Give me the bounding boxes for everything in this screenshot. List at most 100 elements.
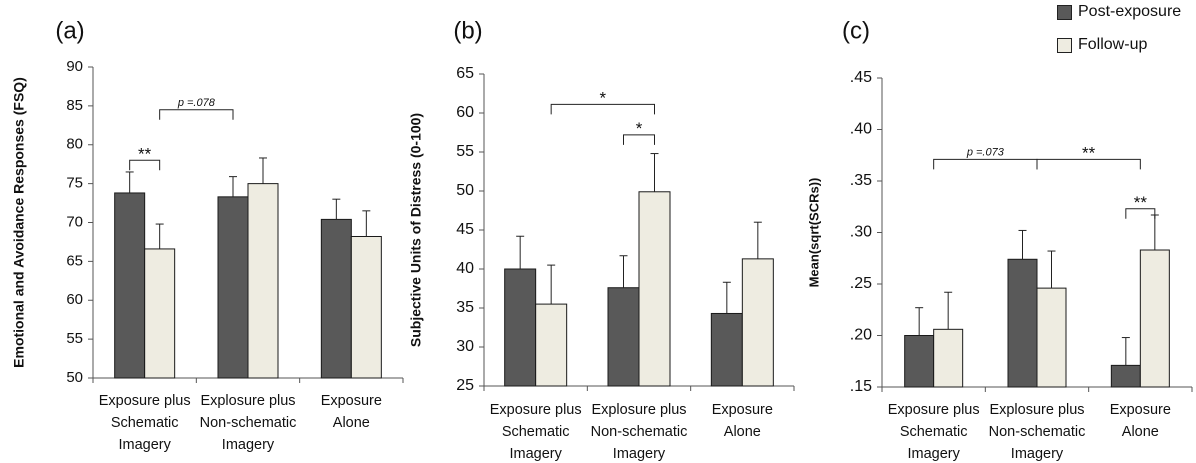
y-tick-label: 65 <box>456 65 474 82</box>
x-category-label-line: Explosure plus <box>200 393 295 409</box>
bar-follow <box>1139 249 1170 388</box>
bar-follow <box>741 258 774 387</box>
significance-bracket <box>623 134 655 145</box>
x-category-label-line: Exposure plus <box>99 393 191 409</box>
y-tick-label: 65 <box>66 252 83 269</box>
y-tick-label: 35 <box>456 299 474 316</box>
legend-swatch-post <box>1057 4 1072 20</box>
x-category-label-line: Non-schematic <box>989 424 1086 440</box>
x-category-label: Exposure Alone <box>712 402 773 440</box>
bar-follow <box>638 191 671 387</box>
y-tick-label: 45 <box>456 221 474 238</box>
x-category-label-line: Exposure <box>321 393 382 409</box>
bar-follow <box>350 235 382 379</box>
x-category-label: Explosure plus Non-schematic Imagery <box>989 402 1086 462</box>
bar-follow <box>247 183 279 379</box>
y-tick-label: 40 <box>456 260 474 277</box>
bar-follow <box>933 328 964 388</box>
bar-post <box>320 218 352 379</box>
x-category-label-line: Alone <box>724 424 761 440</box>
x-category-label: Explosure plus Non-schematic Imagery <box>591 402 688 462</box>
y-tick-label: .45 <box>850 69 872 86</box>
legend-item-post: Post-exposure <box>1057 3 1181 21</box>
x-category-label-line: Exposure plus <box>888 402 980 418</box>
x-category-label: Exposure plus Schematic Imagery <box>99 393 191 453</box>
x-category-label-line: Non-schematic <box>200 415 297 431</box>
bar-post <box>217 196 249 379</box>
panel-a: (a) Emotional and Avoidance Responses (FS… <box>11 17 404 453</box>
x-category-label-line: Imagery <box>118 437 171 453</box>
legend-label-follow: Follow-up <box>1078 36 1148 53</box>
y-tick-label: .30 <box>850 224 872 241</box>
significance-label: ** <box>138 144 152 163</box>
significance-bracket <box>933 158 1038 170</box>
y-tick-label: 70 <box>66 213 83 230</box>
y-tick-label: .20 <box>850 327 872 344</box>
significance-label: ** <box>1134 193 1148 212</box>
bar-post <box>607 287 640 387</box>
y-axis-title: Emotional and Avoidance Responses (FSQ) <box>11 77 27 368</box>
significance-label: * <box>600 88 607 107</box>
y-tick-label: .25 <box>850 275 872 292</box>
x-category-label-line: Imagery <box>222 437 275 453</box>
y-tick-label: 55 <box>66 330 83 347</box>
panel-label: (c) <box>842 17 870 44</box>
panel-c: (c) Mean(sqrt(SCRs)) .15 .20 .25 .30 .35 .40 .45… <box>806 17 1193 462</box>
significance-bracket <box>1036 158 1141 170</box>
x-category-label-line: Non-schematic <box>591 424 688 440</box>
significance-bracket <box>129 159 161 171</box>
x-category-label-line: Alone <box>1122 424 1159 440</box>
significance-label: p =.073 <box>966 146 1005 158</box>
x-category-label-line: Explosure plus <box>591 402 686 418</box>
bar-post <box>1110 364 1141 388</box>
bar-follow <box>144 248 176 379</box>
significance-bracket <box>159 109 234 120</box>
x-category-label: Exposure Alone <box>1110 402 1171 440</box>
y-tick-label: .35 <box>850 172 872 189</box>
panel-label: (a) <box>55 17 84 44</box>
bar-post <box>114 192 146 379</box>
y-tick-label: 30 <box>456 338 474 355</box>
significance-bracket <box>550 103 655 115</box>
x-category-label: Explosure plus Non-schematic Imagery <box>200 393 297 453</box>
y-axis-title: Subjective Units of Distress (0-100) <box>408 113 424 347</box>
panel-b: (b) Subjective Units of Distress (0-100) 2… <box>408 17 795 462</box>
x-category-label-line: Imagery <box>509 446 562 462</box>
y-axis-title: Mean(sqrt(SCRs)) <box>806 178 821 288</box>
x-category-label-line: Exposure <box>712 402 773 418</box>
y-tick-label: 25 <box>456 377 474 394</box>
y-tick-label: 60 <box>66 291 83 308</box>
y-tick-label: 75 <box>66 175 83 192</box>
y-tick-label: 50 <box>456 182 474 199</box>
x-category-label-line: Explosure plus <box>989 402 1084 418</box>
bar-post <box>1007 258 1038 388</box>
significance-label: * <box>636 119 643 138</box>
y-tick-label: 80 <box>66 136 83 153</box>
y-tick-label: 90 <box>66 58 83 75</box>
y-tick-label: 60 <box>456 104 474 121</box>
legend-item-follow: Follow-up <box>1057 36 1147 54</box>
bar-follow <box>535 303 568 387</box>
x-category-label-line: Alone <box>333 415 370 431</box>
bar-post <box>504 268 537 387</box>
x-category-label-line: Exposure plus <box>490 402 582 418</box>
x-category-label: Exposure Alone <box>321 393 382 431</box>
x-category-label: Exposure plus Schematic Imagery <box>490 402 582 462</box>
significance-label: p =.078 <box>177 97 216 109</box>
legend-swatch-follow <box>1057 37 1072 53</box>
bar-post <box>904 335 935 388</box>
bar-post <box>710 312 743 387</box>
y-tick-label: .40 <box>850 121 872 138</box>
y-tick-label: .15 <box>850 378 872 395</box>
x-category-label-line: Imagery <box>613 446 666 462</box>
x-category-label-line: Schematic <box>900 424 968 440</box>
significance-bracket <box>1125 208 1156 219</box>
legend-label-post: Post-exposure <box>1078 3 1182 20</box>
y-tick-label: 55 <box>456 143 474 160</box>
bar-follow <box>1036 287 1067 388</box>
x-category-label-line: Schematic <box>111 415 179 431</box>
x-category-label-line: Schematic <box>502 424 570 440</box>
x-category-label-line: Imagery <box>907 446 960 462</box>
x-category-label: Exposure plus Schematic Imagery <box>888 402 980 462</box>
